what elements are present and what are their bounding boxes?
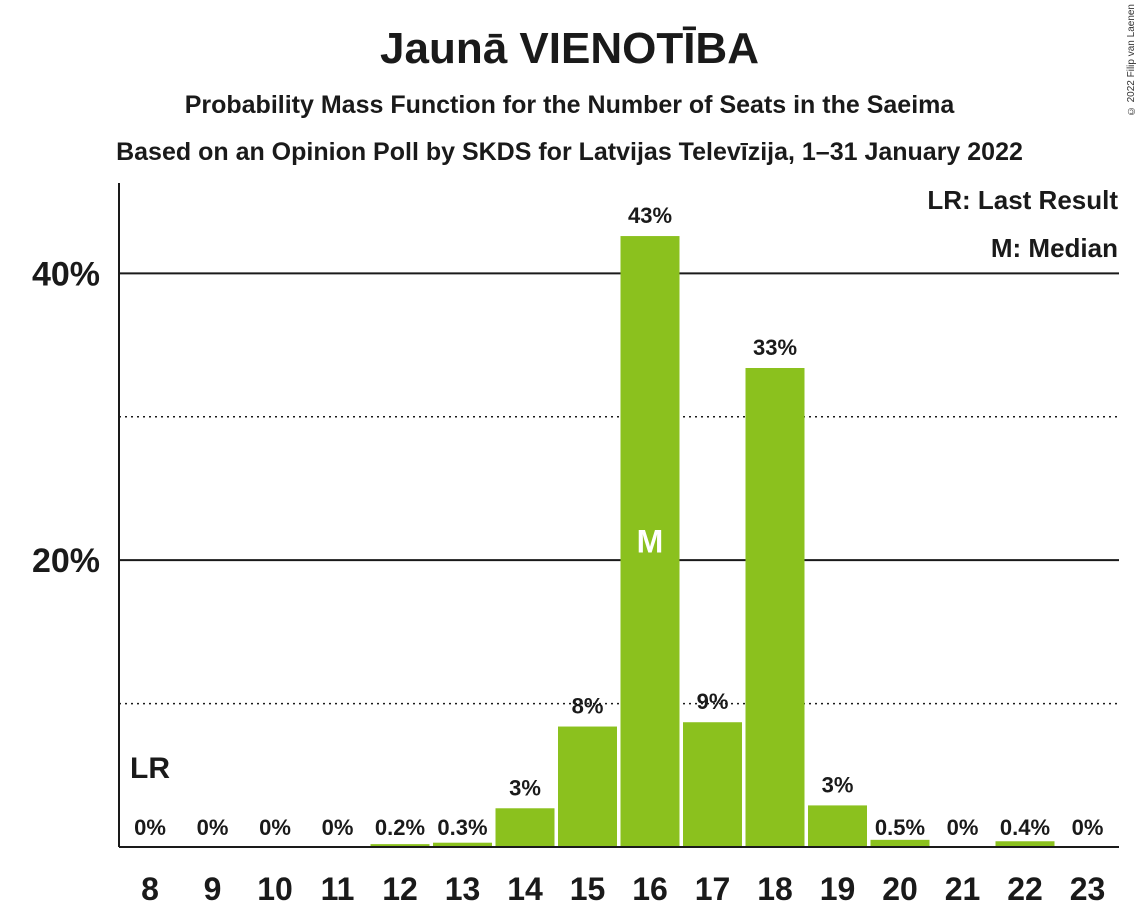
data-label-18: 33% xyxy=(753,335,797,360)
x-tick-label-23: 23 xyxy=(1070,871,1106,907)
x-tick-label-19: 19 xyxy=(820,871,856,907)
y-tick-label: 20% xyxy=(32,542,100,580)
x-tick-label-15: 15 xyxy=(570,871,606,907)
data-label-9: 0% xyxy=(197,815,229,840)
data-label-16: 43% xyxy=(628,203,672,228)
x-tick-label-17: 17 xyxy=(695,871,731,907)
data-label-15: 8% xyxy=(572,694,604,719)
data-label-22: 0.4% xyxy=(1000,815,1050,840)
data-label-10: 0% xyxy=(259,815,291,840)
data-label-21: 0% xyxy=(947,815,979,840)
data-label-14: 3% xyxy=(509,775,541,800)
y-tick-label: 40% xyxy=(32,255,100,293)
x-tick-label-13: 13 xyxy=(445,871,481,907)
x-tick-label-16: 16 xyxy=(632,871,668,907)
bar-20 xyxy=(870,839,930,847)
axes: 20% 40% 8 9 10 11 12 13 14 15 16 17 18 19 20 21 22 23 xyxy=(32,183,1119,907)
data-label-11: 0% xyxy=(322,815,354,840)
data-label-8: 0% xyxy=(134,815,166,840)
chart-source-subtitle: Based on an Opinion Poll by SKDS for Lat… xyxy=(116,138,1023,166)
data-label-13: 0.3% xyxy=(437,815,487,840)
bars xyxy=(370,236,1055,848)
legend-last-result: LR: Last Result xyxy=(927,185,1118,215)
x-tick-label-21: 21 xyxy=(945,871,981,907)
bar-22 xyxy=(995,841,1055,847)
bar-19 xyxy=(808,805,867,847)
x-tick-label-12: 12 xyxy=(382,871,418,907)
gridlines xyxy=(119,272,1119,705)
x-tick-label-8: 8 xyxy=(141,871,159,907)
chart-title: Jaunā VIENOTĪBA xyxy=(380,24,759,73)
median-marker: M xyxy=(637,524,664,560)
bar-15 xyxy=(558,726,617,847)
x-tick-label-20: 20 xyxy=(882,871,918,907)
x-tick-label-10: 10 xyxy=(257,871,293,907)
bar-16 xyxy=(620,236,680,848)
last-result-marker: LR xyxy=(130,752,170,785)
bar-13 xyxy=(433,842,492,847)
bar-18 xyxy=(745,368,805,847)
bar-17 xyxy=(683,722,742,847)
data-label-19: 3% xyxy=(822,772,854,797)
bar-labels: 0% LR 0% 0% 0% 0.2% 0.3% 3% 8% 43% M 9% 33% 3% 0.5% 0% 0… xyxy=(130,203,1103,840)
x-tick-label-11: 11 xyxy=(321,871,355,907)
legend-median: M: Median xyxy=(991,233,1118,263)
bar-14 xyxy=(495,808,555,847)
data-label-23: 0% xyxy=(1072,815,1104,840)
x-tick-label-14: 14 xyxy=(507,871,543,907)
x-tick-label-9: 9 xyxy=(204,871,222,907)
bar-12 xyxy=(370,844,430,847)
chart-subtitle: Probability Mass Function for the Number… xyxy=(184,91,955,119)
data-label-12: 0.2% xyxy=(375,815,425,840)
x-tick-label-18: 18 xyxy=(757,871,793,907)
x-tick-label-22: 22 xyxy=(1007,871,1043,907)
data-label-20: 0.5% xyxy=(875,815,925,840)
data-label-17: 9% xyxy=(697,689,729,714)
